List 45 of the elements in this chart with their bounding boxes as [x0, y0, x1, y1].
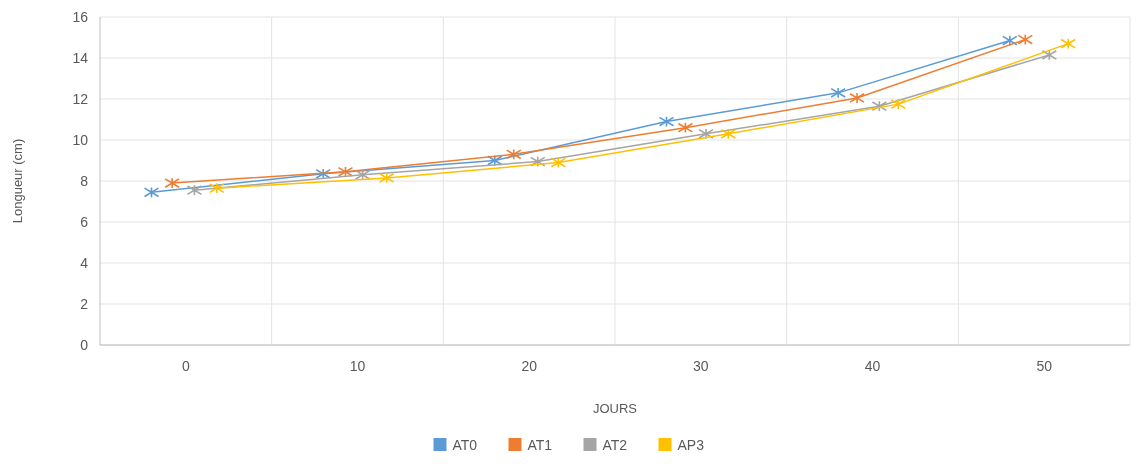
legend-label: AT0: [452, 436, 478, 453]
y-tick-label: 16: [72, 8, 89, 25]
y-tick-label: 2: [80, 295, 89, 312]
point: [208, 182, 225, 194]
x-tick-label: 20: [521, 358, 538, 374]
y-tick-label: 12: [72, 90, 89, 107]
point: [849, 92, 865, 104]
point: [505, 148, 522, 161]
point: [1041, 49, 1058, 61]
x-tick-label: 50: [1036, 358, 1053, 374]
y-tick-label: 0: [80, 336, 89, 353]
point: [677, 122, 694, 134]
point: [164, 177, 180, 189]
point: [1002, 34, 1018, 47]
point: [698, 128, 714, 140]
point: [186, 184, 203, 196]
point: [143, 186, 160, 198]
point: [315, 168, 331, 180]
point: [529, 155, 546, 168]
point: [1060, 37, 1076, 50]
y-tick-label: 6: [80, 213, 89, 230]
point: [354, 169, 371, 181]
point: [871, 100, 888, 112]
point: [378, 172, 395, 184]
x-tick-label: 30: [693, 358, 709, 374]
point: [890, 98, 907, 110]
y-tick-label: 14: [72, 49, 89, 66]
x-tick-label: 10: [349, 358, 366, 374]
point: [830, 87, 846, 99]
legend-label: AT2: [602, 436, 628, 453]
y-tick-label: 10: [72, 131, 89, 148]
legend-label: AP3: [677, 436, 705, 453]
y-tick-label: 4: [80, 254, 89, 271]
point: [487, 154, 503, 167]
point: [550, 156, 567, 169]
x-tick-label: 0: [181, 358, 190, 374]
point: [1017, 33, 1034, 46]
legend-label: AT1: [527, 436, 553, 453]
point: [720, 128, 737, 140]
y-tick-label: 8: [80, 172, 89, 189]
y-axis-title: Longueur (cm): [10, 138, 25, 224]
point: [658, 115, 675, 128]
x-tick-label: 40: [864, 358, 881, 374]
x-axis-title: JOURS: [592, 401, 638, 416]
point: [337, 166, 354, 178]
